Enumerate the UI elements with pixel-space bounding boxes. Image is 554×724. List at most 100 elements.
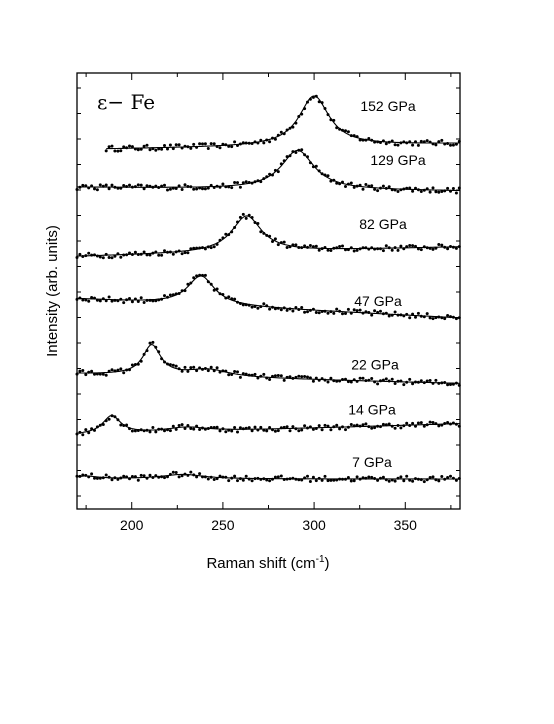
- data-point: [329, 376, 333, 380]
- data-point: [355, 309, 359, 313]
- data-point: [133, 363, 137, 366]
- data-point: [311, 379, 315, 383]
- data-point: [104, 299, 108, 303]
- data-point: [177, 184, 181, 188]
- data-point: [125, 475, 129, 479]
- data-point: [379, 379, 382, 383]
- data-point: [247, 141, 251, 145]
- data-point: [387, 314, 391, 318]
- data-point: [186, 251, 190, 255]
- data-point: [346, 130, 350, 134]
- data-point: [177, 367, 181, 371]
- data-point: [399, 313, 403, 317]
- data-point: [186, 424, 190, 427]
- data-point: [201, 367, 204, 371]
- data-point: [364, 138, 368, 142]
- data-point: [443, 422, 447, 425]
- data-point: [411, 244, 415, 248]
- data-point: [344, 248, 347, 252]
- data-point: [437, 479, 441, 483]
- data-point: [276, 170, 280, 174]
- data-point: [119, 149, 123, 153]
- data-point: [457, 245, 461, 249]
- data-point: [75, 432, 79, 436]
- data-point: [215, 287, 219, 291]
- data-point: [393, 188, 397, 192]
- data-point: [145, 184, 149, 188]
- data-point: [373, 187, 377, 191]
- data-point: [221, 182, 225, 186]
- data-point: [358, 247, 362, 251]
- data-point: [154, 250, 158, 254]
- data-point: [122, 474, 126, 478]
- data-point: [320, 428, 324, 432]
- data-point: [157, 475, 161, 479]
- data-point: [335, 246, 339, 250]
- data-point: [139, 147, 143, 151]
- data-point: [198, 246, 202, 250]
- data-point: [154, 474, 158, 478]
- data-point: [119, 423, 123, 427]
- data-point: [437, 140, 441, 144]
- data-point: [209, 183, 213, 187]
- data-point: [454, 478, 458, 482]
- data-point: [341, 244, 344, 248]
- data-point: [84, 254, 88, 258]
- data-point: [285, 375, 289, 379]
- data-point: [268, 378, 272, 381]
- data-point: [215, 425, 219, 429]
- data-point: [227, 185, 231, 189]
- data-point: [256, 428, 260, 432]
- data-point: [428, 476, 432, 479]
- data-point: [414, 244, 417, 248]
- data-point: [297, 429, 301, 433]
- data-point: [358, 376, 362, 380]
- data-point: [326, 311, 330, 315]
- data-point: [195, 369, 199, 373]
- data-point: [434, 246, 438, 250]
- data-point: [98, 299, 102, 303]
- data-point: [253, 140, 257, 144]
- data-point: [303, 375, 307, 378]
- data-point: [192, 427, 196, 431]
- data-point: [443, 477, 447, 481]
- data-point: [297, 374, 301, 378]
- data-point: [122, 145, 126, 149]
- data-point: [265, 175, 269, 179]
- data-point: [233, 474, 237, 478]
- data-point: [238, 477, 242, 481]
- data-point: [376, 382, 380, 386]
- data-point: [451, 382, 455, 386]
- data-point: [294, 151, 298, 154]
- data-point: [390, 248, 394, 252]
- data-point: [168, 429, 172, 433]
- data-point: [457, 139, 461, 143]
- data-point: [171, 470, 175, 474]
- data-point: [253, 180, 257, 184]
- data-point: [122, 184, 126, 187]
- data-point: [364, 246, 368, 250]
- data-point: [361, 138, 365, 142]
- data-point: [247, 373, 251, 377]
- data-point: [416, 188, 420, 192]
- data-point: [308, 161, 312, 165]
- data-point: [422, 424, 426, 428]
- data-point: [247, 477, 251, 481]
- data-point: [294, 477, 298, 481]
- x-axis-title: Raman shift (cm-1): [206, 554, 329, 572]
- data-point: [201, 142, 204, 146]
- data-point: [454, 142, 458, 146]
- data-point: [157, 427, 161, 431]
- data-point: [215, 242, 219, 246]
- data-point: [180, 369, 184, 373]
- data-point: [422, 480, 426, 484]
- data-point: [355, 248, 359, 252]
- data-point: [396, 143, 400, 147]
- data-point: [457, 186, 461, 190]
- data-point: [405, 312, 409, 316]
- data-point: [317, 378, 321, 382]
- data-point: [393, 479, 397, 483]
- data-point: [379, 247, 382, 251]
- data-point: [381, 422, 385, 426]
- data-point: [241, 372, 245, 376]
